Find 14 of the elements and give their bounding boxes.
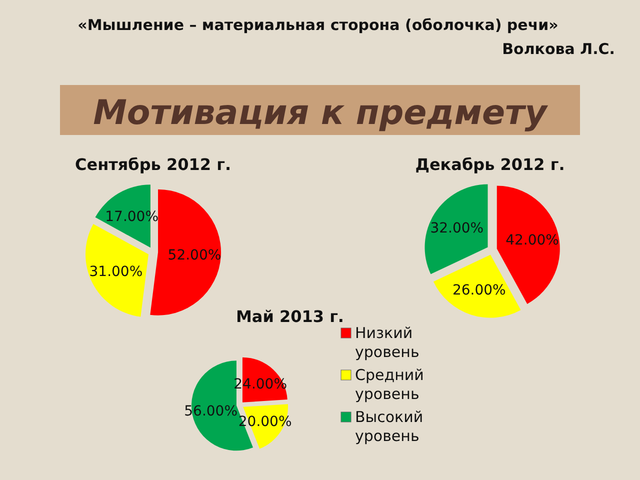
chart-title: Май 2013 г. <box>236 307 344 326</box>
data-label: 26.00% <box>452 282 506 299</box>
data-label: 31.00% <box>89 264 143 280</box>
data-label: 32.00% <box>430 220 484 237</box>
legend-label: Низкий уровень <box>355 324 420 361</box>
legend-label: Средний уровень <box>355 366 424 403</box>
data-label: 52.00% <box>168 248 222 264</box>
text: Мотивация к предмету <box>93 93 549 133</box>
text: Волкова Л.С. <box>502 40 615 58</box>
chart-title: Сентябрь 2012 г. <box>74 155 232 174</box>
text: «Мышление – материальная сторона (оболочка) речи» <box>78 16 558 34</box>
chart-title: Декабрь 2012 г. <box>415 155 565 174</box>
legend-label: Высокий уровень <box>355 408 424 445</box>
data-label: 42.00% <box>506 232 559 249</box>
